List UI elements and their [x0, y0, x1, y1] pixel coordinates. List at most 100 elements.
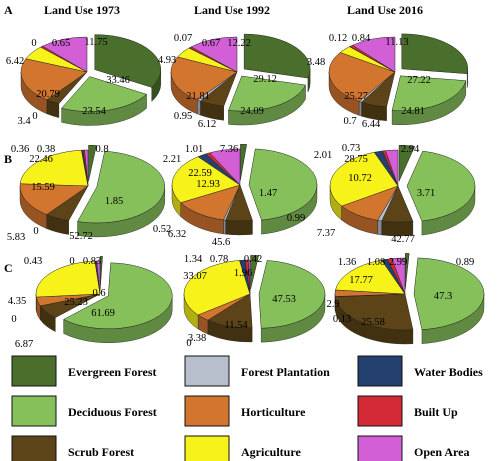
pie-8-label-horticulture: 3.38: [188, 333, 206, 344]
pie-5-slice-deciduous-forest: [248, 148, 318, 221]
pie-9-slice-evergreen-forest: [405, 253, 410, 290]
pie-6-label-open-area: 2.94: [401, 144, 420, 155]
pie-1-label-built-up: 0.65: [52, 38, 70, 49]
pie-7-slice-agriculture: [35, 260, 101, 298]
pie-chart-2: 29.12 24.09 6.12 0.95 21.81 4.93 0.07 0.67 12.22: [158, 33, 311, 130]
pie-9-label-water-bodies: 1.36: [338, 257, 356, 268]
pie-2-slice-evergreen-forest: [243, 33, 311, 79]
pie-chart-4: 1.85 52.72 5.83 0 15.59 22.460.36 0.38 0.8: [7, 144, 166, 243]
pie-5-label-built-up: 1.01: [185, 144, 203, 155]
legend-item-agriculture: Agriculture: [184, 435, 301, 461]
legend-swatch-scrub-forest: [11, 435, 57, 461]
pie-9-label-forest-plantation: 0.13: [333, 314, 351, 325]
pie-5-side-scrub-forest: [225, 219, 253, 236]
pie-6-label-water-bodies: 2.01: [314, 150, 332, 161]
pie-4-label-scrub-forest: 5.83: [7, 232, 25, 243]
pie-3-label-scrub-forest: 6.44: [362, 119, 381, 130]
legend-swatch-water-bodies: [357, 355, 403, 387]
pie-4-slice-agriculture: [19, 149, 89, 187]
pie-2-label-built-up: 0.67: [202, 38, 220, 49]
pie-5-label-water-bodies: 2.21: [163, 154, 181, 165]
pie-5-label-agriculture: 22.59: [188, 168, 212, 179]
pie-7-label-evergreen-forest: 0.6: [92, 288, 105, 299]
pie-4-label-horticulture: 15.59: [31, 182, 55, 193]
pie-3-label-horticulture: 25.27: [344, 91, 368, 102]
pie-3-label-agriculture: 3.48: [307, 57, 325, 68]
legend-item-open-area: Open Area: [357, 435, 469, 461]
pie-4-slice-deciduous-forest: [77, 150, 165, 224]
legend-label-water-bodies: Water Bodies: [414, 365, 483, 379]
pie-2-slice-horticulture: [170, 56, 238, 101]
pie-9-label-open-area: 2.99: [389, 257, 407, 268]
pie-5-slice-agriculture: [171, 156, 241, 203]
pie-7-slice-deciduous-forest: [63, 262, 173, 330]
pie-6-label-built-up: 0.73: [342, 143, 360, 154]
legend-swatch-built-up: [357, 395, 403, 427]
pie-8-label-water-bodies: 1.34: [184, 254, 203, 265]
pie-5-slice-open-area: [209, 148, 241, 186]
pie-6-side-forest-plantation: [377, 220, 382, 236]
pie-2-slice-open-area: [190, 36, 238, 73]
pie-9-label-horticulture: 2.9: [326, 299, 339, 310]
legend-item-built-up: Built Up: [357, 395, 458, 427]
pie-5-label-evergreen-forest: 1.47: [259, 188, 277, 199]
pie-6-label-evergreen-forest: 3.71: [417, 188, 435, 199]
pie-5-slice-horticulture: [180, 184, 241, 221]
pie-5-label-open-area: 7.36: [220, 144, 238, 155]
pie-2-side-forest-plantation: [197, 99, 201, 116]
pie-6-label-horticulture: 10.72: [348, 173, 372, 184]
pie-4-label-evergreen-forest: 1.85: [105, 196, 123, 207]
legend-label-horticulture: Horticulture: [241, 405, 306, 419]
legend-label-evergreen-forest: Evergreen Forest: [68, 365, 157, 379]
pie-5-slice-evergreen-forest: [240, 143, 247, 181]
legend-label-agriculture: Agriculture: [241, 445, 301, 459]
pie-8-label-scrub-forest: 11.54: [224, 320, 248, 331]
pie-4-label-water-bodies: 0.36: [11, 144, 29, 155]
pie-1-label-water-bodies: 0: [31, 38, 36, 49]
row-label-a: A: [4, 3, 13, 17]
pie-7-label-water-bodies: 0.43: [24, 256, 42, 267]
pie-5-label-deciduous-forest: 45.6: [212, 237, 230, 248]
pie-9-slice-open-area: [391, 257, 406, 295]
pie-6-slice-agriculture: [329, 151, 399, 207]
pie-chart-8: 1.96 47.53 11.54 03.38 33.07 1.34 0.78 0.42: [183, 254, 326, 349]
pie-9-label-built-up: 1.08: [367, 257, 385, 268]
row-label-c: C: [4, 261, 13, 275]
pie-1-label-forest-plantation: 0: [32, 111, 37, 122]
legend-item-forest-plantation: Forest Plantation: [184, 355, 330, 387]
pie-3-label-evergreen-forest: 27.22: [407, 75, 431, 86]
pie-6-slice-open-area: [385, 149, 399, 187]
pie-4-label-built-up: 0.38: [37, 144, 55, 155]
pie-1-label-deciduous-forest: 23.54: [82, 106, 106, 117]
pie-3-slice-open-area: [351, 36, 396, 73]
pie-3-label-forest-plantation: 0.7: [343, 116, 356, 127]
row-labels: A B C: [4, 3, 13, 275]
column-headers: Land Use 1973 Land Use 1992 Land Use 201…: [44, 3, 423, 17]
pie-2-label-scrub-forest: 6.12: [198, 119, 216, 130]
legend-label-forest-plantation: Forest Plantation: [241, 365, 330, 379]
legend-swatch-horticulture: [184, 395, 230, 427]
pie-9-label-deciduous-forest: 47.3: [434, 291, 452, 302]
legend-label-open-area: Open Area: [414, 445, 469, 459]
pie-8-slice-evergreen-forest: [250, 255, 259, 290]
legend-item-water-bodies: Water Bodies: [357, 355, 483, 387]
pie-3-label-deciduous-forest: 24.81: [401, 106, 425, 117]
pie-2-label-evergreen-forest: 29.12: [253, 74, 277, 85]
pie-7-label-agriculture: 25.23: [64, 297, 88, 308]
column-title-2016: Land Use 2016: [347, 3, 423, 17]
pie-8-slice-deciduous-forest: [258, 260, 326, 329]
pie-6-label-forest-plantation: 0.99: [287, 213, 305, 224]
pie-chart-7: 0.6 61.69 6.87 0 4.35 25.23 0.43 0 0.83: [8, 256, 173, 350]
pie-1-label-scrub-forest: 3.4: [17, 116, 31, 127]
pie-1-label-evergreen-forest: 33.46: [106, 75, 130, 86]
legend-label-deciduous-forest: Deciduous Forest: [68, 405, 157, 419]
pie-7-label-built-up: 0: [69, 256, 74, 267]
pie-1-label-horticulture: 20.79: [36, 89, 60, 100]
pie-6-slice-evergreen-forest: [398, 145, 416, 182]
pie-6-label-deciduous-forest: 42.77: [391, 234, 415, 245]
pie-2-label-open-area: 12.22: [227, 38, 251, 49]
pie-1-label-open-area: 11.75: [84, 37, 107, 48]
pie-8-label-forest-plantation: 0: [186, 338, 191, 349]
